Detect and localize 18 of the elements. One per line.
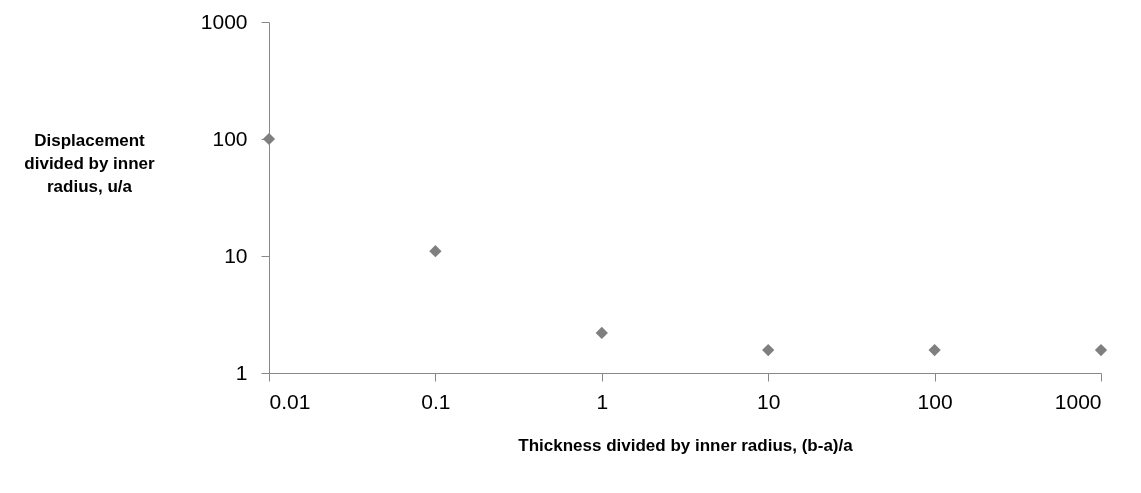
y-axis-title: Displacement divided by inner radius, u/a <box>24 131 156 196</box>
point <box>262 132 276 146</box>
x-tick-label: 1 <box>596 389 609 413</box>
y-tick-label: 1000 <box>200 9 248 33</box>
x-tick-label: 0.1 <box>421 389 451 413</box>
point <box>595 326 608 340</box>
x-tick-label: 0.01 <box>269 389 311 413</box>
x-tick-label: 10 <box>757 389 781 413</box>
point <box>1094 343 1108 357</box>
x-tick-label: 100 <box>917 389 953 413</box>
y-tick-label: 1 <box>235 360 248 384</box>
point <box>429 245 442 258</box>
point <box>762 343 775 357</box>
point <box>928 343 941 357</box>
y-tick-label: 100 <box>212 126 248 150</box>
y-tick-label: 10 <box>224 243 248 267</box>
x-tick-label: 1000 <box>1054 389 1102 413</box>
x-axis-title: Thickness divided by inner radius, (b-a)/a <box>518 435 854 455</box>
